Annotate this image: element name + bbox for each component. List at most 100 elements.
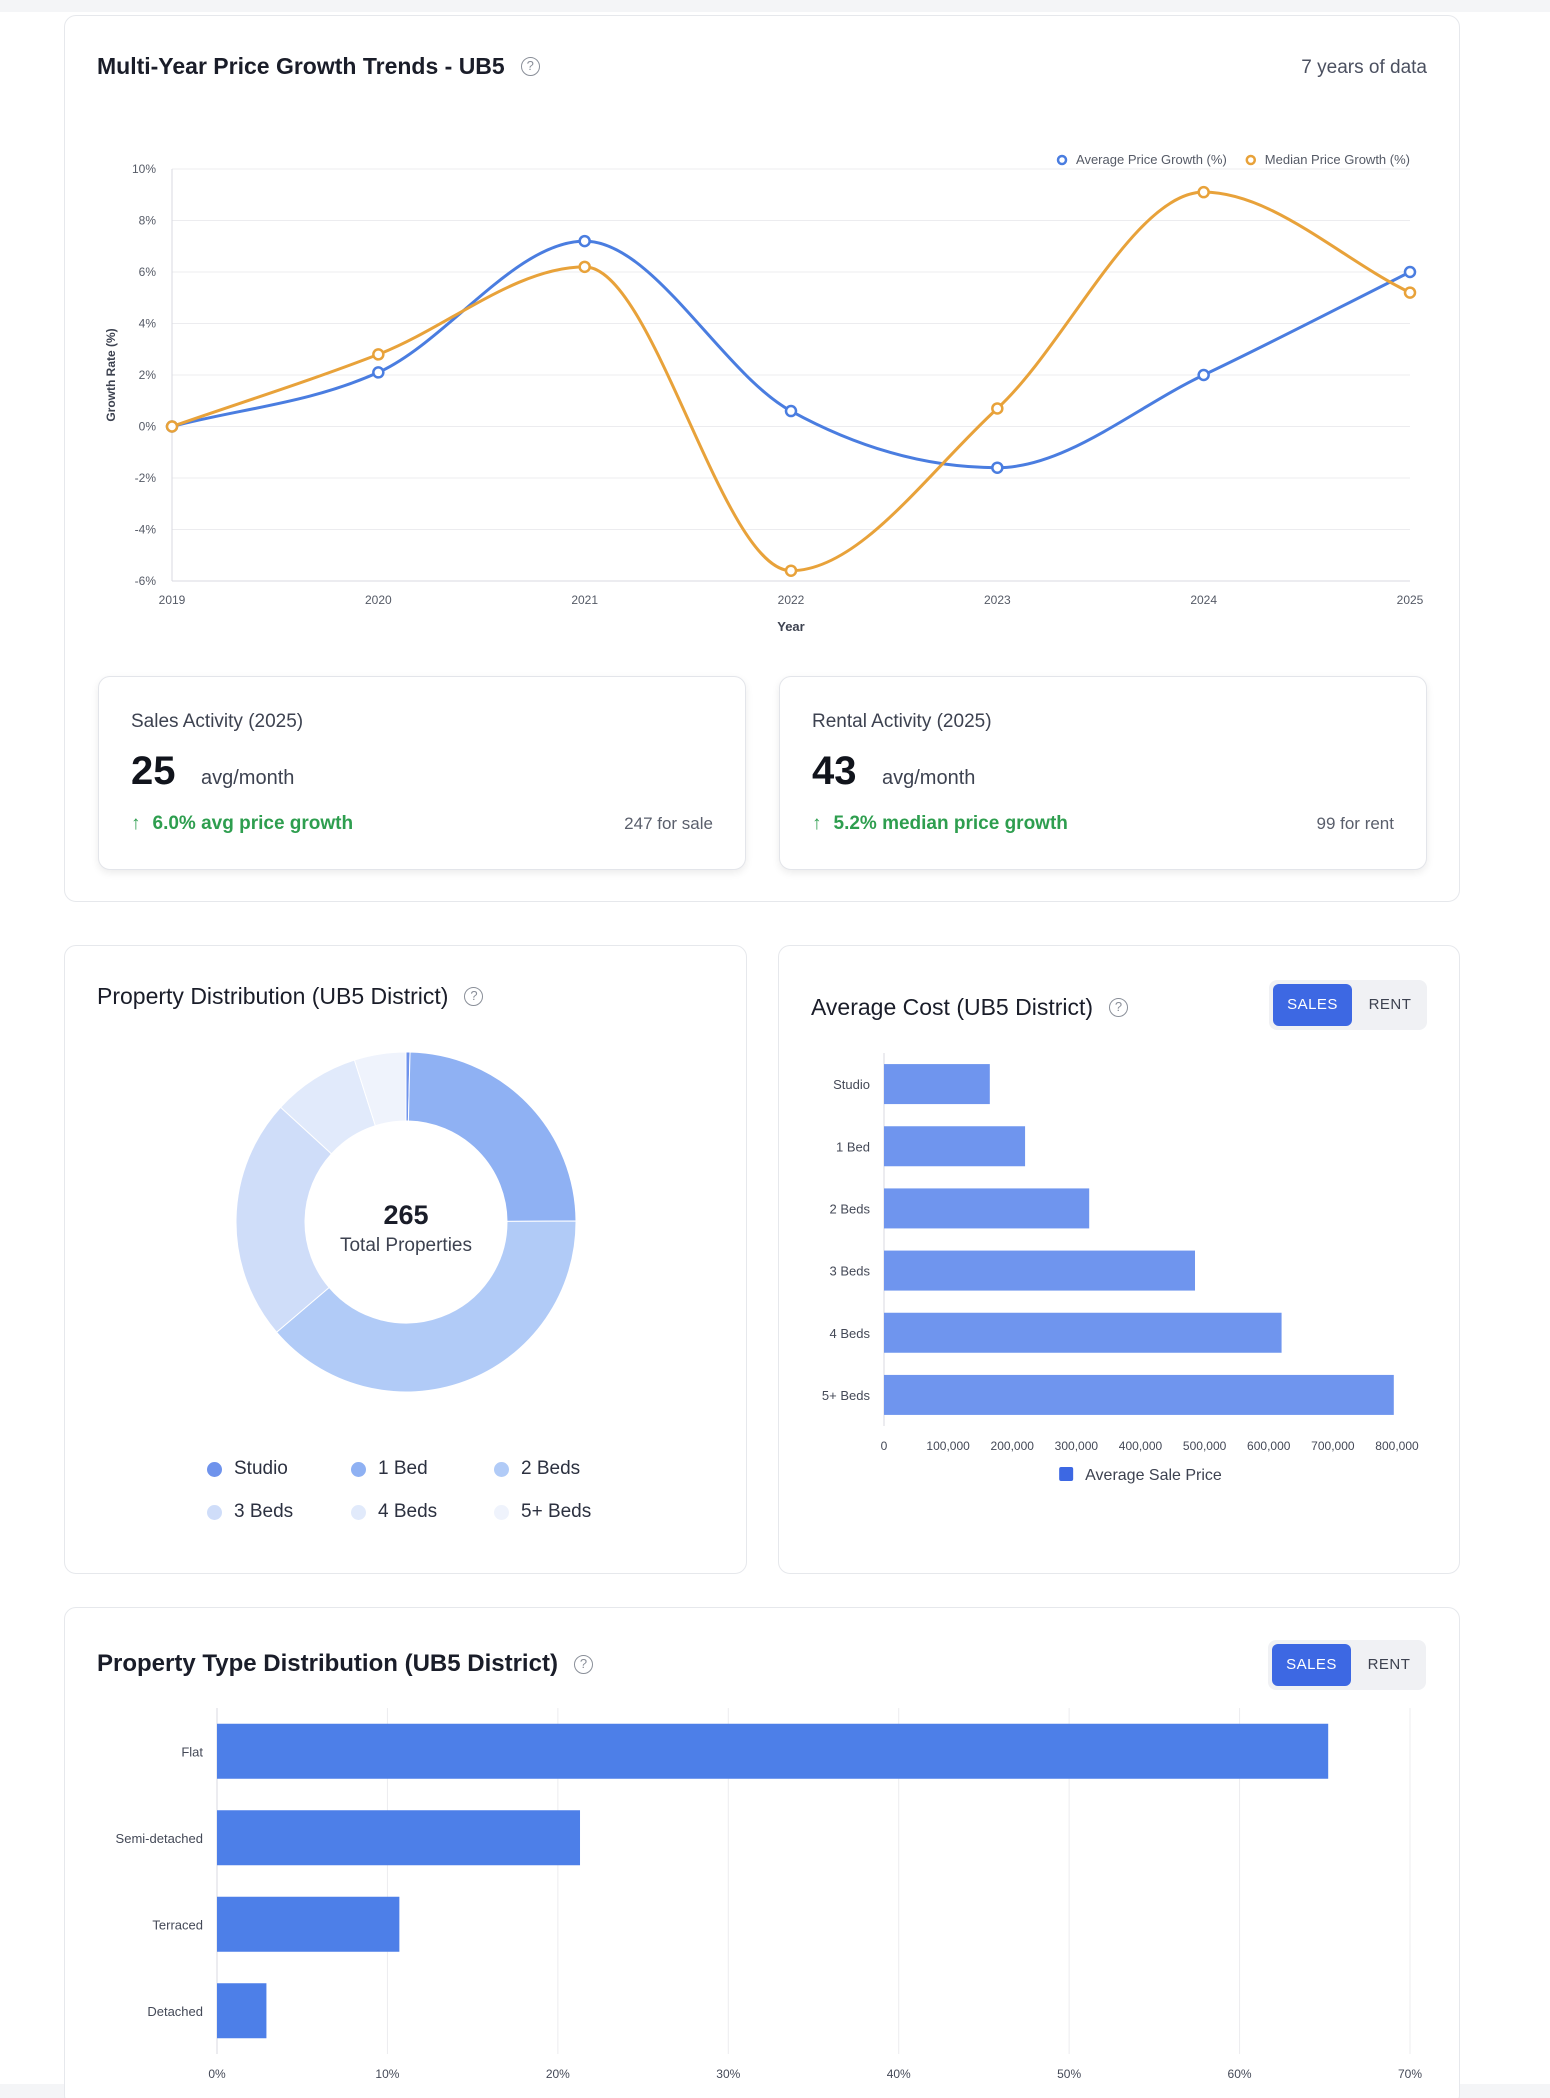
- bar-4-beds: [884, 1312, 1282, 1353]
- series-point-1: [165, 420, 179, 433]
- x-tick-label: 2025: [1397, 593, 1424, 607]
- bar-semi-detached: [217, 1810, 581, 1866]
- bar-2-beds: [884, 1188, 1090, 1229]
- series-point-1: [1197, 185, 1210, 199]
- bar-1-bed: [884, 1126, 1026, 1167]
- growth-trends-card: Multi-Year Price Growth Trends - UB5 ? 7…: [64, 15, 1460, 902]
- bar-flat: [217, 1723, 1329, 1779]
- chart-legend: Average Sale Price: [1059, 1467, 1222, 1484]
- legend-item[interactable]: 3 Beds: [207, 1501, 293, 1523]
- category-label: 5+ Beds: [822, 1388, 871, 1403]
- legend-item[interactable]: 2 Beds: [494, 1458, 580, 1480]
- sales-activity-card: Sales Activity (2025) 25 avg/month ↑ 6.0%…: [98, 676, 746, 870]
- rent-tab[interactable]: RENT: [1368, 996, 1412, 1013]
- x-tick-label: 800,000: [1375, 1439, 1419, 1453]
- legend-label: Studio: [234, 1458, 288, 1479]
- legend-label-0: Average Price Growth (%): [1076, 152, 1227, 167]
- legend-label: 5+ Beds: [521, 1501, 592, 1522]
- help-icon[interactable]: ?: [464, 987, 484, 1006]
- category-label: Terraced: [152, 1917, 203, 1932]
- help-icon[interactable]: ?: [573, 1654, 593, 1674]
- years-of-data-label: 7 years of data: [1301, 57, 1427, 78]
- category-label: Flat: [181, 1744, 203, 1759]
- help-icon[interactable]: ?: [520, 57, 540, 76]
- x-tick-label: 2020: [365, 593, 392, 607]
- bar-5-beds: [884, 1374, 1394, 1415]
- series-point-0: [991, 461, 1004, 474]
- property-type-title: Property Type Distribution (UB5 District…: [97, 1650, 593, 1678]
- category-label: 4 Beds: [830, 1326, 871, 1341]
- series-point-0: [1403, 265, 1417, 279]
- legend-swatch: [494, 1504, 509, 1520]
- y-tick-label: -4%: [135, 523, 157, 537]
- sales-growth-text: 6.0% avg price growth: [152, 813, 354, 834]
- legend-marker-0: [1056, 154, 1068, 166]
- x-tick-label: 2023: [984, 593, 1011, 607]
- series-line-0: [171, 239, 1411, 470]
- average-cost-title-text: Average Cost (UB5 District): [811, 994, 1094, 1020]
- series-point-0: [1197, 368, 1210, 382]
- legend-label: 4 Beds: [378, 1501, 438, 1522]
- category-label: 1 Bed: [836, 1139, 870, 1154]
- x-tick-label: 100,000: [926, 1439, 970, 1453]
- legend-item[interactable]: 1 Bed: [351, 1458, 428, 1480]
- donut-center: 265 Total Properties: [306, 1200, 506, 1257]
- x-tick-label: 50%: [1057, 2067, 1081, 2081]
- x-tick-label: 2021: [571, 593, 598, 607]
- x-tick-label: 0: [881, 1439, 888, 1453]
- y-tick-label: 4%: [139, 317, 157, 331]
- y-tick-label: 6%: [139, 265, 157, 279]
- rental-growth: ↑ 5.2% median price growth: [812, 813, 1068, 835]
- rental-activity-label: Rental Activity (2025): [812, 711, 992, 732]
- series-point-1: [372, 348, 385, 361]
- y-tick-label: 2%: [139, 368, 157, 382]
- property-distribution-title-text: Property Distribution (UB5 District): [97, 983, 449, 1009]
- sales-growth: ↑ 6.0% avg price growth: [131, 813, 353, 835]
- x-tick-label: 0%: [208, 2067, 226, 2081]
- property-type-bar-chart: 0% 10% 20% 30% 40% 50% 60% 70% Flat Semi-detached…: [116, 1708, 1422, 2081]
- x-tick-label: 60%: [1228, 2067, 1252, 2081]
- bar-detached: [217, 1983, 267, 2039]
- rent-tab[interactable]: RENT: [1367, 1656, 1411, 1673]
- sales-activity-unit: avg/month: [201, 767, 295, 789]
- arrow-up-icon: ↑: [131, 813, 141, 834]
- legend-item[interactable]: 4 Beds: [351, 1501, 437, 1523]
- rental-activity-card: Rental Activity (2025) 43 avg/month ↑ 5.2…: [779, 676, 1427, 870]
- category-label: Studio: [833, 1077, 870, 1092]
- help-icon[interactable]: ?: [1109, 998, 1129, 1017]
- x-tick-label: 2022: [778, 593, 805, 607]
- x-tick-label: 2024: [1190, 593, 1217, 607]
- sales-count: 247 for sale: [624, 814, 713, 833]
- y-tick-label: 0%: [139, 420, 157, 434]
- donut-slice-3-beds: [235, 1106, 333, 1333]
- x-tick-label: 300,000: [1055, 1439, 1099, 1453]
- series-point-0: [784, 404, 798, 418]
- sales-activity-value: 25: [131, 749, 176, 793]
- x-tick-label: 2019: [159, 593, 186, 607]
- rental-count: 99 for rent: [1316, 814, 1395, 833]
- sales-tab[interactable]: SALES: [1272, 1644, 1351, 1686]
- x-tick-label: 20%: [546, 2067, 570, 2081]
- legend-label: 3 Beds: [234, 1501, 294, 1522]
- x-tick-label: 10%: [375, 2067, 399, 2081]
- property-distribution-card: Property Distribution (UB5 District) ? 2…: [64, 945, 747, 1574]
- arrow-up-icon: ↑: [812, 813, 822, 834]
- property-distribution-title: Property Distribution (UB5 District) ?: [97, 983, 484, 1010]
- sales-activity-label: Sales Activity (2025): [131, 711, 304, 732]
- x-tick-label: 30%: [716, 2067, 740, 2081]
- series-point-1: [1403, 286, 1417, 299]
- series-point-0: [372, 366, 385, 379]
- property-type-title-text: Property Type Distribution (UB5 District…: [97, 1650, 558, 1677]
- legend-item[interactable]: 5+ Beds: [494, 1501, 591, 1523]
- growth-trends-title-text: Multi-Year Price Growth Trends - UB5: [97, 53, 505, 79]
- series-point-0: [578, 234, 591, 248]
- category-label: 2 Beds: [830, 1201, 871, 1216]
- legend-swatch: [351, 1461, 366, 1477]
- legend-item[interactable]: Studio: [207, 1458, 288, 1480]
- legend-swatch: [351, 1504, 366, 1520]
- legend-label: Average Sale Price: [1085, 1467, 1222, 1484]
- sales-tab[interactable]: SALES: [1273, 984, 1352, 1026]
- total-properties-value: 265: [383, 1200, 429, 1230]
- legend-swatch: [207, 1461, 222, 1477]
- average-cost-title: Average Cost (UB5 District) ?: [811, 994, 1129, 1021]
